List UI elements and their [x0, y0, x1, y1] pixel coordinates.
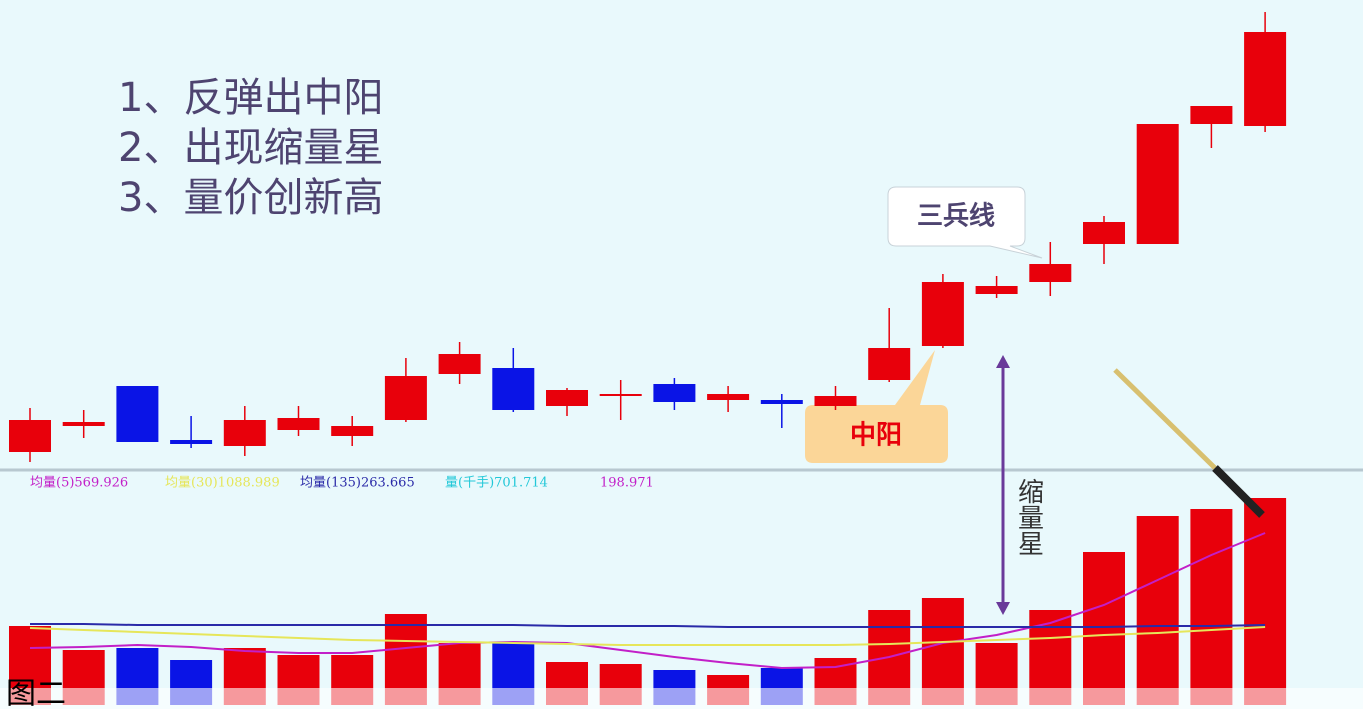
candle-body	[116, 386, 159, 442]
callout-box	[805, 350, 948, 463]
legend-entry: 均量(30)1088.989	[165, 476, 280, 491]
volume-bar	[1083, 552, 1125, 705]
candle-body	[277, 418, 320, 430]
annotation: 2、出现缩量星	[118, 125, 383, 171]
callout-text: 中阳	[850, 421, 902, 451]
ma-line	[30, 623, 1266, 628]
volume-bar	[1136, 516, 1179, 705]
candle-body	[62, 422, 105, 426]
candle-body	[384, 376, 427, 420]
candle-body	[921, 282, 964, 346]
volume-bar	[921, 598, 964, 705]
candle-body	[975, 286, 1018, 294]
candle-body	[599, 394, 642, 396]
legend-entry: 均量(5)569.926	[30, 476, 128, 491]
ma-line	[29, 532, 1266, 670]
annotation: 1、反弹出中阳	[118, 75, 383, 121]
legend-entry: 198.971	[600, 476, 654, 491]
candle-body	[1136, 124, 1179, 244]
annotation: 3、量价创新高	[118, 175, 383, 221]
candle-body	[331, 426, 374, 436]
candle-body	[223, 420, 266, 446]
bottom-strip	[0, 688, 1363, 709]
candle-body	[1029, 264, 1072, 282]
callout-text: 三兵线	[917, 202, 995, 232]
callout-box	[887, 186, 1043, 259]
callout-text: 缩量星	[1014, 478, 1044, 556]
pen	[1212, 465, 1265, 518]
volume-bar	[1190, 509, 1233, 705]
candle-body	[9, 420, 51, 452]
candle-body	[868, 348, 911, 380]
legend-entry: 均量(135)263.665	[300, 476, 415, 491]
candle-body	[707, 394, 750, 400]
candle-body	[438, 354, 481, 374]
candle-body	[1190, 106, 1233, 124]
candle-body	[492, 368, 535, 410]
ma-line	[29, 626, 1266, 646]
candle-body	[1083, 222, 1125, 244]
legend-entry: 量(千手)701.714	[445, 476, 548, 491]
candle-body	[1244, 32, 1287, 126]
candle-body	[170, 440, 213, 444]
candle-body	[546, 390, 588, 406]
candle-body	[760, 400, 803, 404]
caption: 图二	[6, 677, 66, 710]
candle-body	[814, 396, 857, 406]
candle-body	[653, 384, 696, 402]
volume-bar	[1244, 498, 1287, 705]
pen	[1113, 368, 1217, 470]
